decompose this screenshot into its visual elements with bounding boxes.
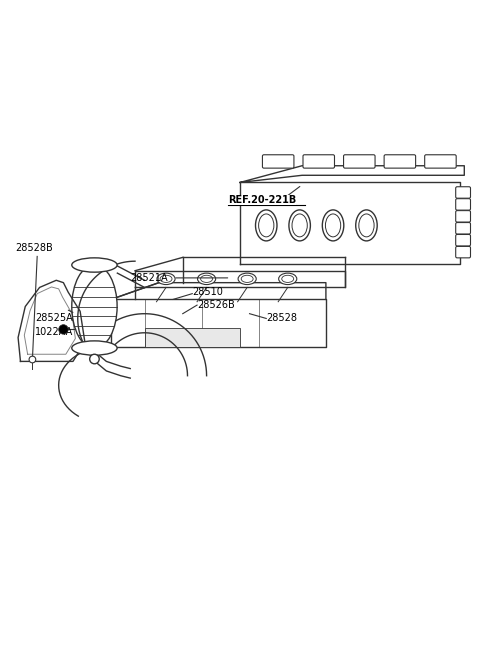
FancyBboxPatch shape — [425, 155, 456, 168]
Text: 28528B: 28528B — [16, 243, 53, 253]
FancyBboxPatch shape — [344, 155, 375, 168]
Ellipse shape — [279, 273, 297, 285]
FancyBboxPatch shape — [456, 187, 470, 198]
FancyBboxPatch shape — [303, 155, 335, 168]
Text: 28526B: 28526B — [197, 300, 235, 310]
Text: 28528: 28528 — [266, 314, 297, 323]
FancyBboxPatch shape — [456, 222, 470, 234]
FancyBboxPatch shape — [456, 247, 470, 258]
Ellipse shape — [282, 276, 294, 283]
Ellipse shape — [160, 276, 172, 283]
Ellipse shape — [292, 214, 307, 237]
Ellipse shape — [198, 273, 216, 285]
Ellipse shape — [238, 273, 256, 285]
Ellipse shape — [72, 341, 117, 355]
Polygon shape — [144, 328, 240, 347]
Ellipse shape — [289, 210, 311, 241]
Text: 28525A: 28525A — [35, 312, 72, 323]
Ellipse shape — [157, 273, 175, 285]
Circle shape — [29, 356, 36, 363]
Text: 28521A: 28521A — [130, 273, 168, 283]
Ellipse shape — [72, 265, 117, 348]
Circle shape — [59, 325, 68, 334]
FancyBboxPatch shape — [384, 155, 416, 168]
Text: REF.20-221B: REF.20-221B — [228, 195, 296, 205]
FancyBboxPatch shape — [456, 234, 470, 246]
Ellipse shape — [325, 214, 341, 237]
Text: 1022AA: 1022AA — [35, 327, 73, 337]
Ellipse shape — [201, 276, 213, 283]
Ellipse shape — [323, 210, 344, 241]
FancyBboxPatch shape — [456, 199, 470, 210]
Ellipse shape — [241, 276, 253, 283]
FancyBboxPatch shape — [263, 155, 294, 168]
Ellipse shape — [359, 214, 374, 237]
Ellipse shape — [259, 214, 274, 237]
Ellipse shape — [356, 210, 377, 241]
FancyBboxPatch shape — [456, 211, 470, 222]
Ellipse shape — [72, 258, 117, 272]
Circle shape — [90, 354, 99, 364]
Text: 28510: 28510 — [192, 287, 223, 297]
Ellipse shape — [255, 210, 277, 241]
